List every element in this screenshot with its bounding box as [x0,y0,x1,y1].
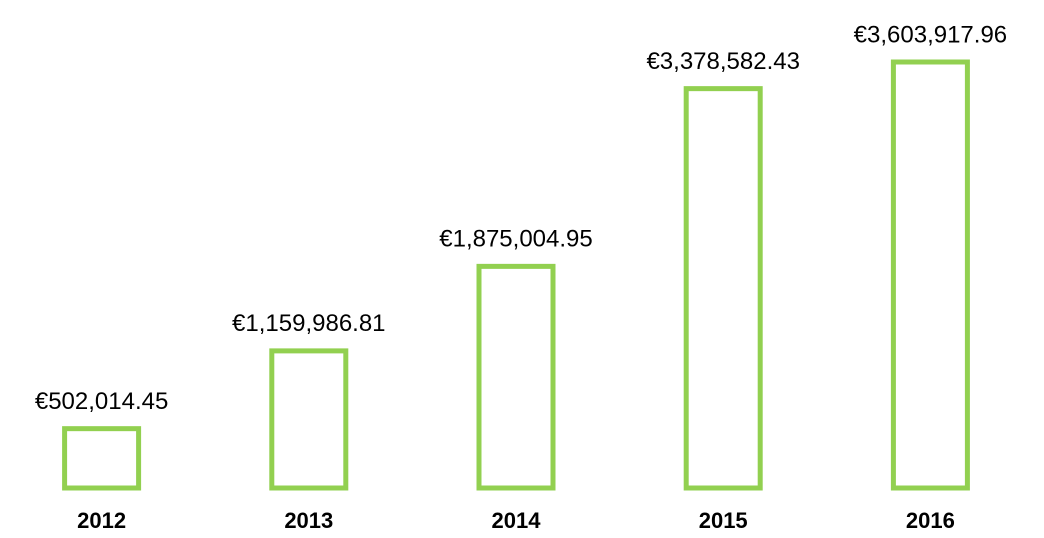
x-tick-label: 2013 [284,508,333,533]
x-tick-label: 2012 [77,508,126,533]
value-label: €502,014.45 [35,388,168,415]
x-tick-label: 2014 [492,508,542,533]
value-label: €1,159,986.81 [232,310,385,337]
bar [269,348,349,491]
x-tick-label: 2016 [906,508,955,533]
bar [890,59,970,491]
bar [62,426,142,491]
value-label: €3,603,917.96 [854,21,1007,48]
value-label: €1,875,004.95 [439,226,592,253]
bar [476,263,556,491]
x-tick-label: 2015 [699,508,748,533]
value-label: €3,378,582.43 [646,48,799,75]
bar [683,86,763,491]
